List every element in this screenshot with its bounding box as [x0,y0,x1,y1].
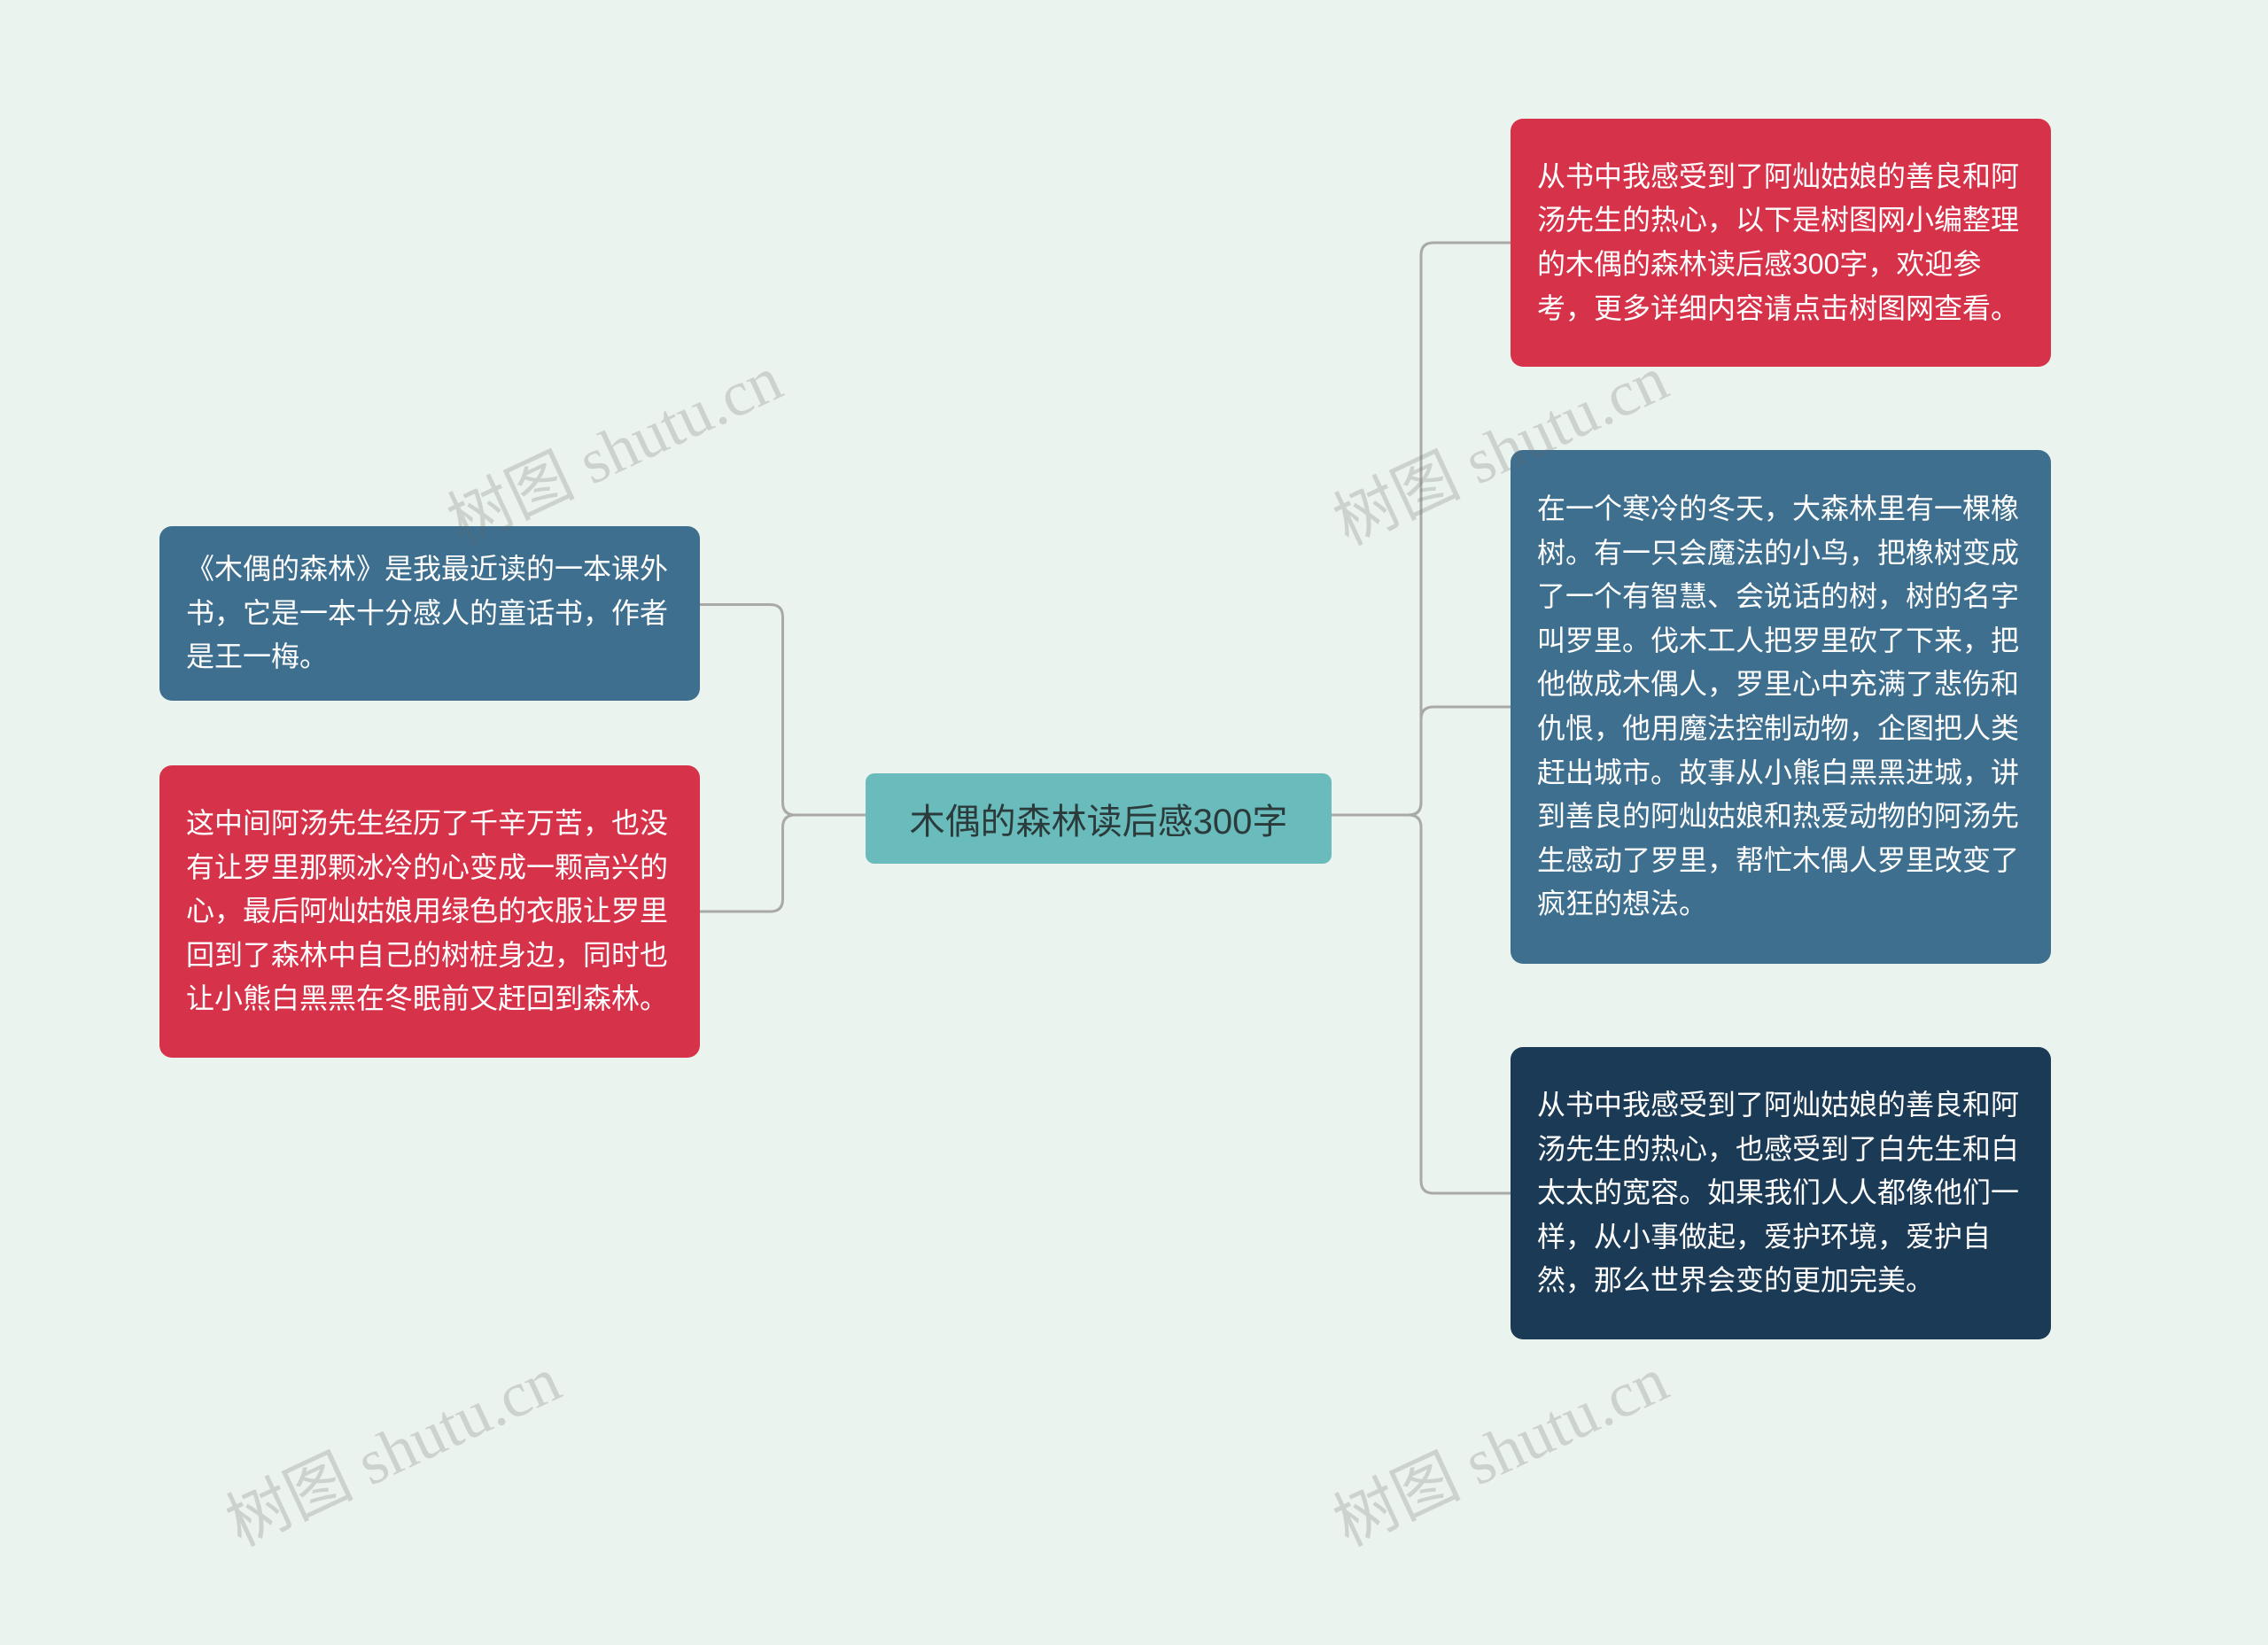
right-node-1: 从书中我感受到了阿灿姑娘的善良和阿汤先生的热心，以下是树图网小编整理的木偶的森林… [1511,119,2051,367]
left-node-2-text: 这中间阿汤先生经历了千辛万苦，也没有让罗里那颗冰冷的心变成一颗高兴的心，最后阿灿… [186,802,673,1021]
center-node: 木偶的森林读后感300字 [866,773,1332,864]
center-text: 木偶的森林读后感300字 [910,793,1288,844]
watermark: 树图 shutu.cn [1317,1328,1681,1564]
right-node-1-text: 从书中我感受到了阿灿姑娘的善良和阿汤先生的热心，以下是树图网小编整理的木偶的森林… [1537,155,2024,330]
right-node-2: 在一个寒冷的冬天，大森林里有一棵橡树。有一只会魔法的小鸟，把橡树变成了一个有智慧… [1511,450,2051,964]
right-node-3: 从书中我感受到了阿灿姑娘的善良和阿汤先生的热心，也感受到了白先生和白太太的宽容。… [1511,1047,2051,1339]
right-node-3-text: 从书中我感受到了阿灿姑娘的善良和阿汤先生的热心，也感受到了白先生和白太太的宽容。… [1537,1083,2024,1303]
left-node-2: 这中间阿汤先生经历了千辛万苦，也没有让罗里那颗冰冷的心变成一颗高兴的心，最后阿灿… [159,765,700,1058]
watermark: 树图 shutu.cn [209,1328,573,1564]
left-node-1: 《木偶的森林》是我最近读的一本课外书，它是一本十分感人的童话书，作者是王一梅。 [159,526,700,701]
right-node-2-text: 在一个寒冷的冬天，大森林里有一棵橡树。有一只会魔法的小鸟，把橡树变成了一个有智慧… [1537,487,2024,927]
left-node-1-text: 《木偶的森林》是我最近读的一本课外书，它是一本十分感人的童话书，作者是王一梅。 [186,547,673,679]
